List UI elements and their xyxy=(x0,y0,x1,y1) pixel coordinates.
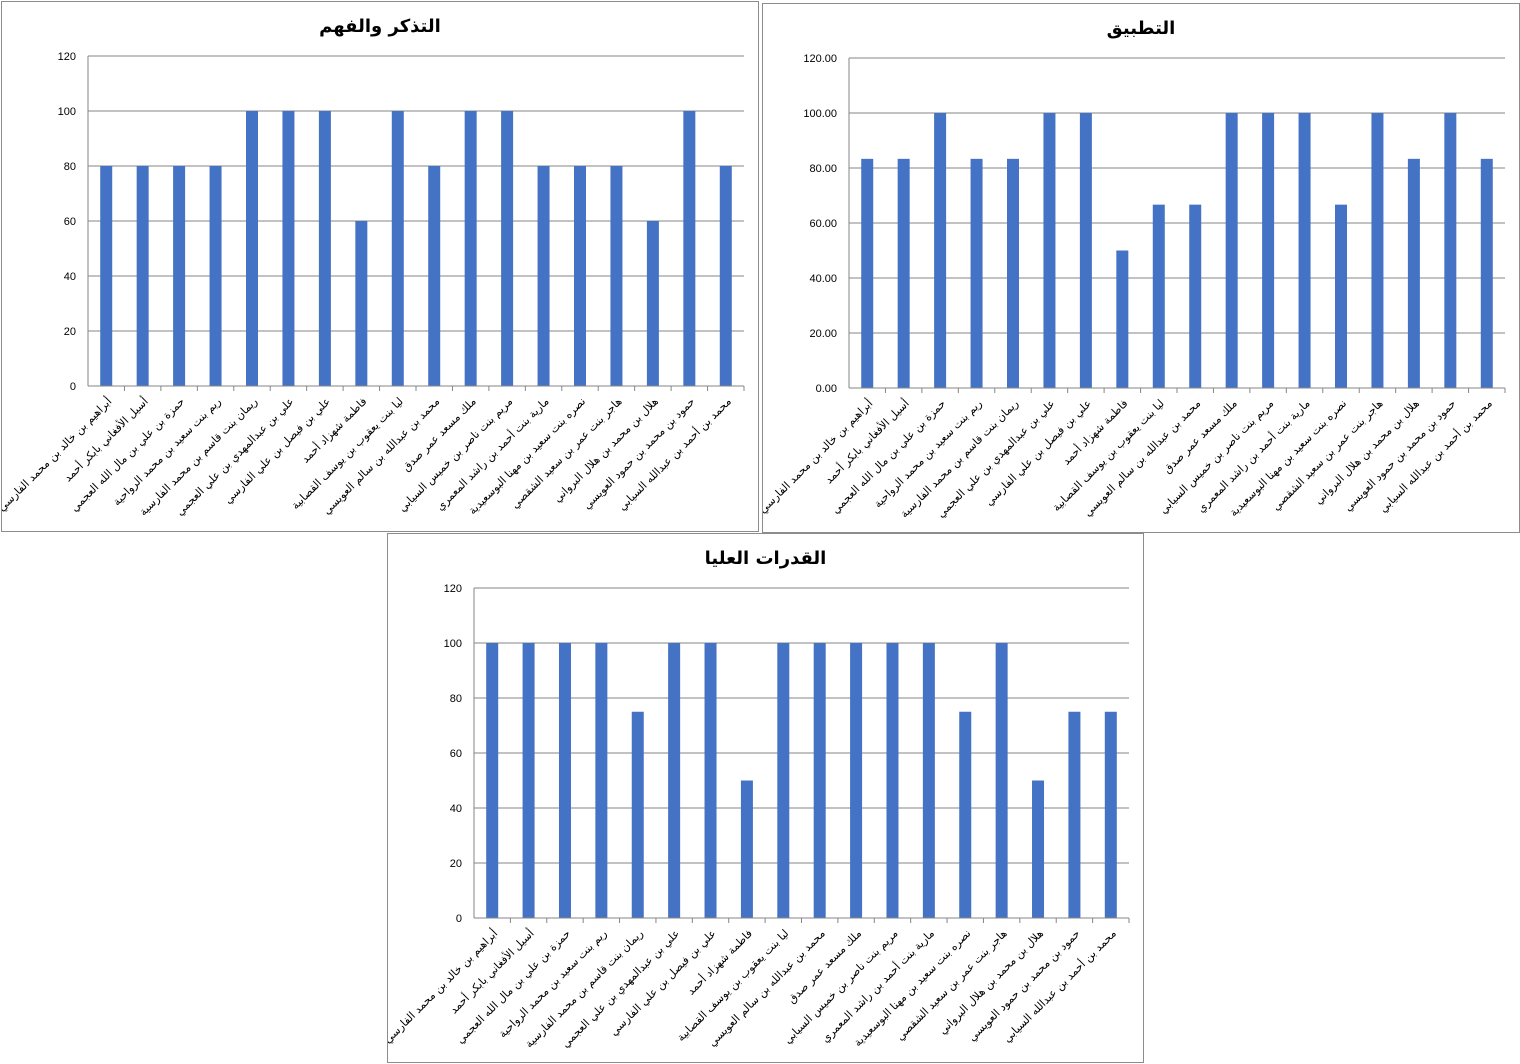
bar xyxy=(995,643,1008,918)
bar xyxy=(668,643,681,918)
bar xyxy=(1152,204,1165,388)
bar xyxy=(934,113,947,388)
bar xyxy=(595,643,608,918)
chart-higher-abilities: القدرات العليا 0 20 40 60 80 100 120 أبراهيم بن … xyxy=(387,533,1144,1063)
bar xyxy=(970,158,983,388)
y-tick-label: 40.00 xyxy=(809,273,837,285)
bar xyxy=(683,111,696,386)
bar xyxy=(522,643,535,918)
bar xyxy=(631,711,644,918)
chart-title: القدرات العليا xyxy=(705,548,827,569)
y-tick-label: 120 xyxy=(58,51,76,63)
bar xyxy=(1068,711,1081,918)
bar xyxy=(813,643,826,918)
bar xyxy=(922,643,935,918)
y-tick-label: 0.00 xyxy=(816,383,837,395)
bar xyxy=(574,166,586,386)
bar xyxy=(173,166,186,386)
bar xyxy=(886,643,899,918)
bar xyxy=(318,111,331,386)
bar xyxy=(1335,204,1347,388)
chart-remembering-understanding: التذكر والفهم 0 20 40 60 80 100 120 أبراهيم بن خ… xyxy=(1,1,759,532)
y-tick-label: 20 xyxy=(450,858,462,870)
chart-application: التطبيق 0.00 20.00 40.00 60.00 80.00 100.00 120… xyxy=(762,3,1520,533)
bar xyxy=(1032,780,1045,918)
bar xyxy=(1480,158,1493,388)
bar xyxy=(537,166,550,386)
y-tick-label: 20.00 xyxy=(809,328,837,340)
y-tick-label: 120 xyxy=(444,583,462,595)
bar xyxy=(558,643,571,918)
y-tick-label: 40 xyxy=(450,803,462,815)
y-tick-label: 40 xyxy=(64,271,76,283)
chart-title: التطبيق xyxy=(1107,18,1176,39)
bar xyxy=(282,111,295,386)
chart-svg: التطبيق 0.00 20.00 40.00 60.00 80.00 100.00 120… xyxy=(763,18,1506,520)
bar xyxy=(486,643,499,918)
y-tick-label: 60 xyxy=(450,748,462,760)
bar xyxy=(1189,204,1202,388)
y-tick-label: 100 xyxy=(444,638,462,650)
bar xyxy=(777,643,790,918)
bar xyxy=(861,158,874,388)
bar xyxy=(501,111,514,386)
bar xyxy=(740,780,753,918)
y-tick-label: 0 xyxy=(456,913,462,925)
bar xyxy=(1225,113,1238,388)
y-tick-label: 60.00 xyxy=(809,218,837,230)
bar xyxy=(209,166,222,386)
y-tick-label: 80 xyxy=(450,693,462,705)
bar xyxy=(1116,250,1129,388)
chart-title: التذكر والفهم xyxy=(319,16,441,37)
bar xyxy=(1407,158,1420,388)
bar xyxy=(1007,158,1019,388)
y-tick-label: 100 xyxy=(58,106,76,118)
bar xyxy=(100,166,113,386)
y-tick-label: 20 xyxy=(64,326,76,338)
bar xyxy=(391,111,404,386)
y-tick-label: 120.00 xyxy=(803,53,837,65)
bar xyxy=(850,643,863,918)
bar xyxy=(646,221,659,386)
y-tick-label: 60 xyxy=(64,216,76,228)
bar xyxy=(610,166,623,386)
bar xyxy=(704,643,717,918)
bar xyxy=(1262,113,1275,388)
y-tick-label: 80.00 xyxy=(809,163,837,175)
x-tick-label: فاطمة شهزاد أحمد xyxy=(684,926,755,997)
y-tick-label: 0 xyxy=(70,381,76,393)
y-tick-label: 100.00 xyxy=(803,108,837,120)
bar xyxy=(1043,113,1056,388)
bar xyxy=(719,166,732,386)
bar xyxy=(897,158,910,388)
bar xyxy=(136,166,149,386)
x-tick-label: فاطمة شهزاد أحمد xyxy=(1059,396,1130,467)
bar xyxy=(1444,113,1457,388)
y-tick-label: 80 xyxy=(64,161,76,173)
bar xyxy=(1371,113,1384,388)
bar xyxy=(1079,113,1092,388)
bar xyxy=(1104,711,1117,918)
bar xyxy=(464,111,477,386)
bar xyxy=(355,221,368,386)
bar xyxy=(246,111,258,386)
bar xyxy=(959,711,972,918)
bar xyxy=(1298,113,1311,388)
x-tick-label: فاطمة شهزاد أحمد xyxy=(298,394,369,465)
bar xyxy=(428,166,441,386)
